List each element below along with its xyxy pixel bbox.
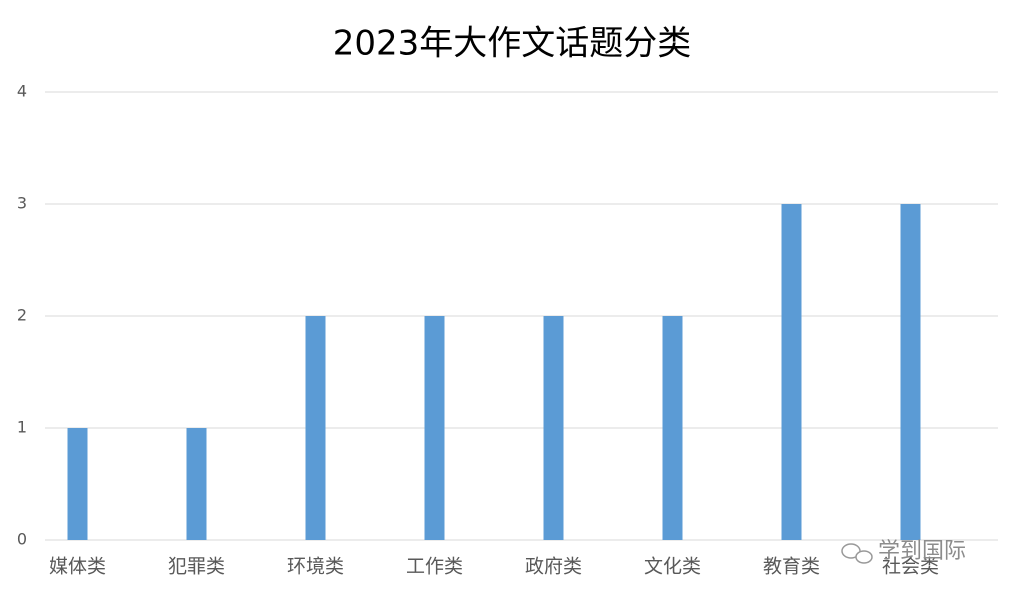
x-tick-label: 文化类	[644, 556, 701, 578]
bar	[781, 204, 802, 540]
x-tick-label: 工作类	[406, 556, 463, 578]
y-tick-label: 1	[17, 418, 27, 437]
bar	[662, 316, 683, 540]
bar	[305, 316, 326, 540]
watermark: 学到国际	[878, 539, 966, 564]
x-tick-label: 环境类	[287, 556, 344, 578]
bar	[424, 316, 445, 540]
x-tick-label: 社会类	[882, 556, 939, 578]
bar	[543, 316, 564, 540]
x-tick-label: 政府类	[525, 556, 582, 578]
bar	[186, 428, 207, 540]
x-tick-label: 教育类	[763, 556, 820, 578]
x-tick-label: 媒体类	[49, 556, 106, 578]
y-tick-label: 4	[17, 82, 27, 101]
chart-title: 2023年大作文话题分类	[333, 24, 692, 64]
x-tick-label: 犯罪类	[168, 556, 225, 578]
watermark-icon	[841, 543, 873, 564]
y-tick-label: 2	[17, 306, 27, 325]
y-tick-label: 3	[17, 194, 27, 213]
bar	[900, 204, 921, 540]
y-tick-label: 0	[17, 530, 27, 549]
bar	[67, 428, 88, 540]
